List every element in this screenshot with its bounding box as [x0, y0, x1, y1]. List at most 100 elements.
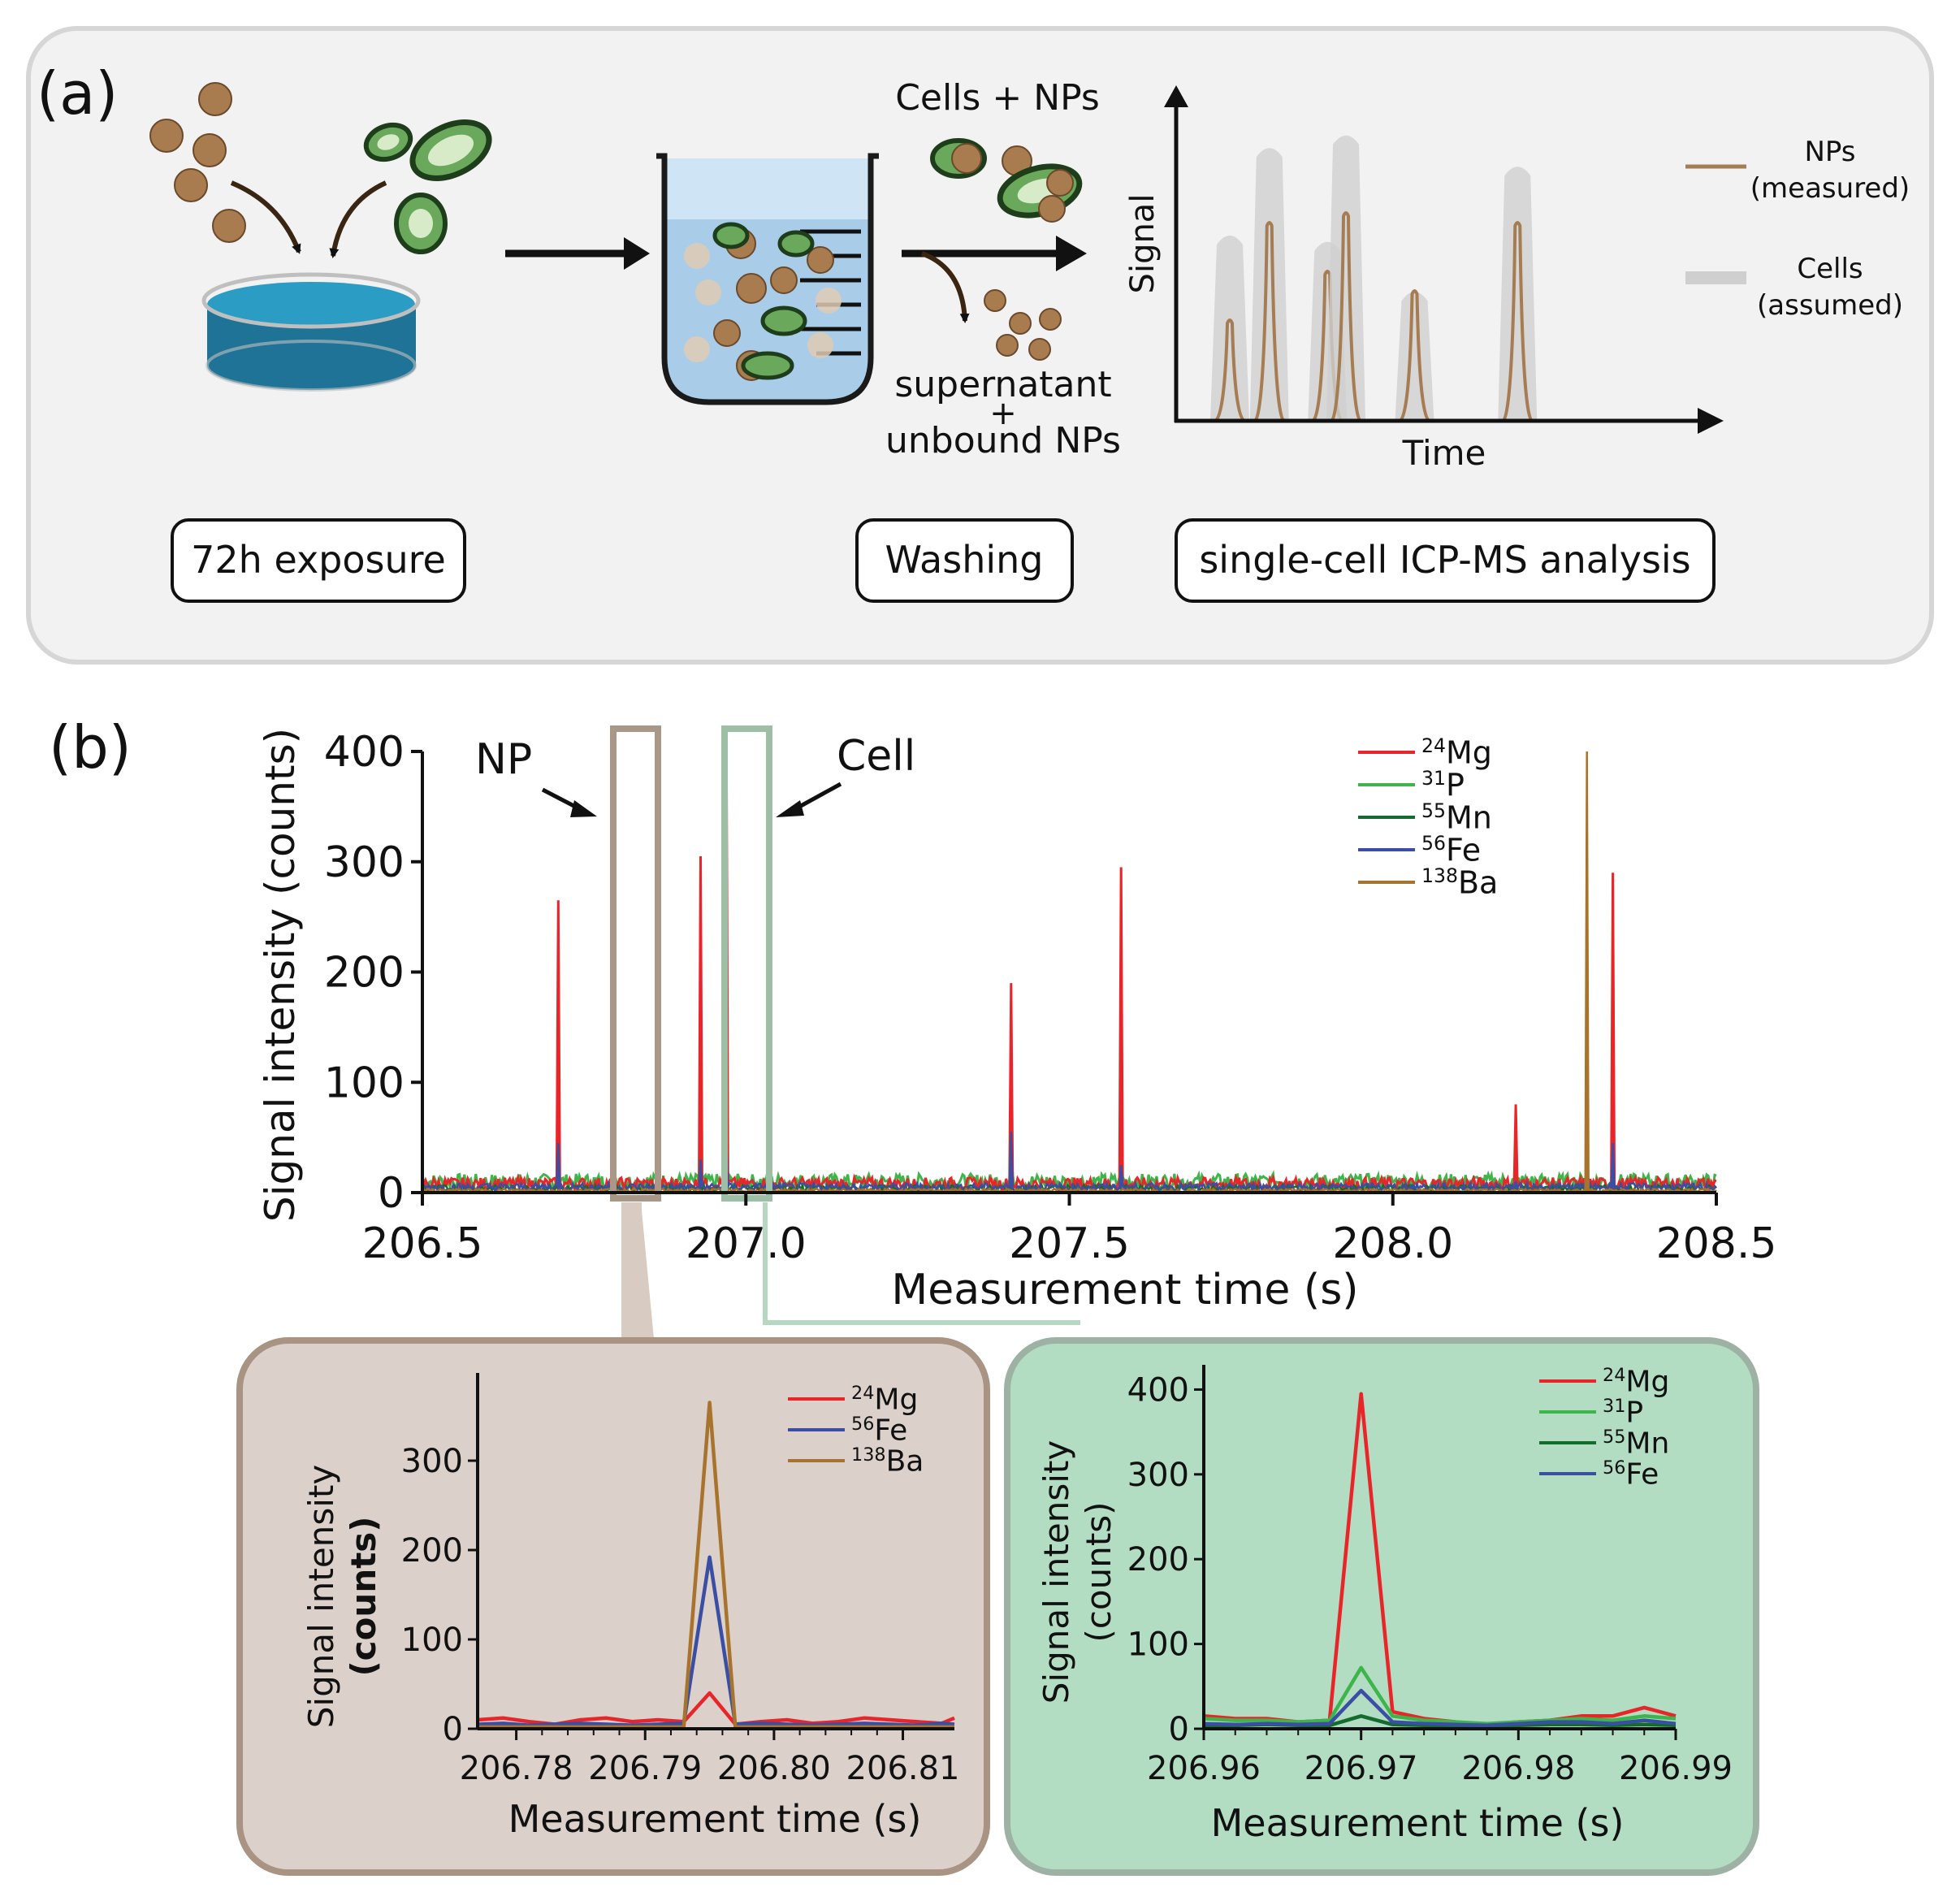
main-ytick-label: 0 — [378, 1169, 405, 1218]
inset-ytick-label: 0 — [443, 1711, 463, 1748]
cells-with-nps-icon — [930, 138, 1083, 223]
np-annotation: NP — [475, 735, 532, 784]
schematic-np-peak — [1253, 221, 1286, 422]
inset-xtick-label: 206.99 — [1619, 1750, 1733, 1787]
schematic-xlabel: Time — [1402, 433, 1486, 473]
unbound-nps-icon — [984, 289, 1062, 361]
schematic-np-peak — [1214, 318, 1246, 422]
cell-inset-ylabel-line1: Signal intensity — [1036, 1440, 1076, 1704]
np-inset-ylabel-line1: Signal intensity — [301, 1465, 341, 1728]
legend-label-fe: 56Fe — [1603, 1457, 1659, 1492]
np-zoom-connector — [621, 1202, 654, 1339]
main-xtick-label: 207.5 — [1009, 1219, 1130, 1268]
legend-label-mn: 55Mn — [1421, 799, 1492, 835]
legend-label-mg: 24Mg — [1603, 1365, 1669, 1399]
schematic-cell-peak — [1249, 148, 1289, 421]
legend-label-mg: 24Mg — [851, 1383, 918, 1417]
legend-label-p: 31P — [1603, 1396, 1643, 1430]
washing-box — [855, 518, 1074, 603]
schematic-np-peak — [1399, 289, 1430, 422]
inset-xtick-label: 206.78 — [460, 1750, 573, 1787]
inset-ytick-label: 0 — [1169, 1711, 1189, 1748]
schematic-np-peak — [1330, 211, 1362, 422]
main-chart: 0 100 200 300 400 206.5 207.0 207.5 208.0 208.5 S… — [257, 725, 1777, 1314]
np-inset: 0 100 200 300 206.78 206.79 206.80 206.81 Signa… — [236, 1337, 990, 1876]
inset-xtick-label: 206.98 — [1461, 1750, 1575, 1787]
np-particles-icon — [149, 82, 246, 243]
legend-label-p: 31P — [1421, 767, 1465, 803]
np-inset-ylabel-line2: (counts) — [344, 1516, 383, 1676]
inset-ytick-label: 100 — [1127, 1626, 1189, 1664]
inset-xtick-label: 206.81 — [846, 1750, 960, 1787]
main-ytick-label: 200 — [324, 949, 405, 998]
beaker-icon — [656, 153, 879, 405]
main-xtick-label: 206.5 — [362, 1219, 483, 1268]
analysis-label: single-cell ICP-MS analysis — [1199, 538, 1690, 582]
inset-xtick-label: 206.96 — [1147, 1750, 1261, 1787]
cell-inset: 0 100 200 300 400 206.96 206.97 206.98 206.99 Si… — [1004, 1337, 1759, 1876]
panel-a-label: (a) — [37, 59, 118, 128]
inset-series-fe — [477, 1555, 955, 1727]
main-xtick-label: 208.5 — [1656, 1219, 1777, 1268]
main-ylabel: Signal intensity (counts) — [257, 728, 304, 1222]
legend-label-fe: 56Fe — [851, 1414, 907, 1448]
inset-ytick-label: 200 — [1127, 1541, 1189, 1578]
washing-label: Washing — [885, 538, 1044, 582]
inset-xtick-label: 206.79 — [588, 1750, 702, 1787]
np-highlight-box — [610, 725, 661, 1202]
legend-nps-title: NPs — [1804, 136, 1855, 168]
panel-a: (a) — [26, 26, 1934, 665]
curved-arrow-np-icon — [230, 180, 301, 254]
inset-ytick-label: 100 — [401, 1622, 463, 1659]
inset-series-fe — [1203, 1688, 1677, 1728]
schematic-cell-peak — [1498, 167, 1538, 422]
inset-ytick-label: 300 — [1127, 1457, 1189, 1494]
cell-zoom-connector — [763, 1202, 1080, 1325]
legend-cells-title: Cells — [1797, 253, 1863, 285]
panel-b-label: (b) — [49, 713, 132, 782]
inset-series-ba — [478, 1401, 954, 1730]
np-inset-xlabel: Measurement time (s) — [508, 1797, 922, 1841]
legend-label-mn: 55Mn — [1603, 1427, 1669, 1461]
inset-series-p — [1203, 1665, 1677, 1726]
legend-label-ba: 138Ba — [1421, 864, 1498, 900]
schematic-cell-peak — [1210, 236, 1249, 421]
cell-highlight-box — [721, 725, 772, 1202]
algae-cells-icon — [363, 119, 492, 254]
exposure-label: 72h exposure — [191, 538, 446, 582]
inset-ytick-label: 400 — [1127, 1371, 1189, 1409]
main-ytick-label: 300 — [324, 838, 405, 887]
supernatant-label: supernatant — [894, 364, 1111, 405]
np-inset-background — [236, 1337, 990, 1876]
inset-xtick-label: 206.97 — [1305, 1750, 1418, 1787]
schematic-cell-peak — [1395, 292, 1434, 421]
unbound-nps-label: unbound NPs — [885, 420, 1121, 461]
schematic-cell-peak — [1326, 135, 1365, 422]
schematic-np-peak — [1501, 221, 1534, 422]
main-ytick-label: 100 — [324, 1059, 405, 1107]
inset-ytick-label: 300 — [401, 1443, 463, 1480]
legend-label-mg: 24Mg — [1421, 734, 1492, 770]
legend-nps-sub: (measured) — [1750, 172, 1910, 205]
exposure-box — [171, 518, 466, 603]
curved-arrow-cells-icon — [329, 180, 387, 258]
curved-arrow-supernatant-icon — [920, 251, 970, 323]
panel-a-background — [26, 26, 1934, 665]
plus-label: + — [989, 395, 1017, 432]
cell-inset-xlabel: Measurement time (s) — [1211, 1801, 1625, 1845]
inset-ytick-label: 200 — [401, 1532, 463, 1570]
main-xtick-label: 208.0 — [1332, 1219, 1453, 1268]
legend-label-ba: 138Ba — [851, 1444, 924, 1479]
inset-xtick-label: 206.80 — [717, 1750, 831, 1787]
panel-b: (b) 0 100 200 300 400 206.5 207.0 207.5 208.0 208… — [49, 713, 1777, 1876]
schematic-signal-plot: Signal Time NPs (measured) Cells (assume… — [1124, 85, 1910, 473]
cell-annotation: Cell — [837, 732, 915, 781]
main-xlabel: Measurement time (s) — [891, 1266, 1358, 1314]
petri-dish-icon — [201, 272, 421, 392]
analysis-box — [1175, 518, 1716, 603]
main-ytick-label: 400 — [324, 728, 405, 777]
cell-inset-ylabel-line2: (counts) — [1079, 1501, 1118, 1642]
